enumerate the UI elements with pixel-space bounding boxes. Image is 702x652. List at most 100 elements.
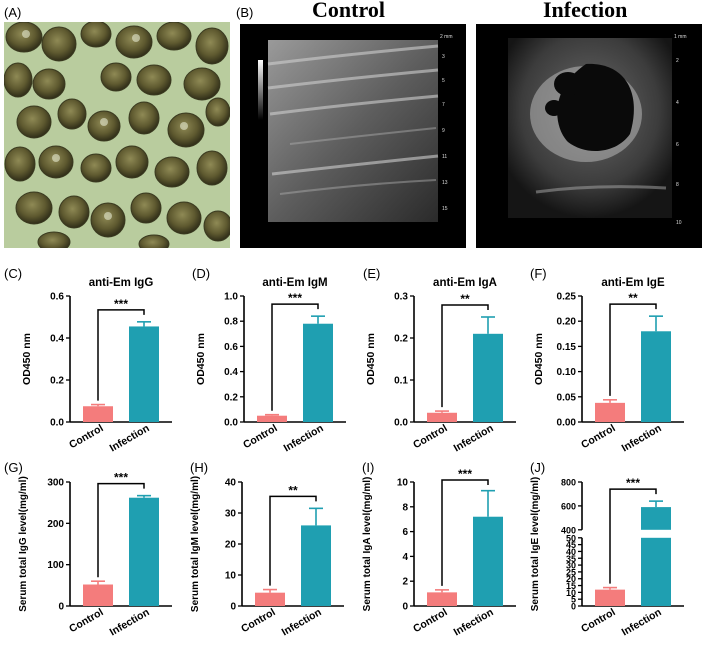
y-tick-label: 0.0 — [50, 418, 64, 429]
significance-stars: *** — [114, 471, 128, 485]
panel-label-g: (G) — [4, 460, 23, 475]
y-tick-label: 40 — [225, 478, 237, 489]
significance-bracket — [441, 479, 489, 586]
chart-serum-iga: Serum total IgA level(mg/ml) 0 2 4 6 8 10 Contr… — [358, 467, 534, 652]
microscopy-image — [4, 22, 230, 248]
y-axis-label: Serum total IgA level(mg/ml) — [362, 477, 373, 612]
y-tick-label: 400 — [561, 525, 576, 535]
control-depth-tick: 7 — [442, 102, 445, 108]
bar-control — [257, 415, 287, 422]
panel-label-h: (H) — [190, 460, 209, 475]
y-tick-label: 20 — [225, 540, 237, 551]
y-tick-label: 0.20 — [557, 317, 577, 328]
panel-label-a: (A) — [4, 5, 22, 20]
y-tick-label: 0.3 — [394, 292, 408, 303]
y-axis-label: OD450 nm — [533, 333, 545, 385]
y-tick-label: 0.2 — [224, 392, 238, 403]
y-axis-label: Serum total IgE level(mg/ml) — [530, 477, 541, 611]
y-tick-label: 10 — [566, 588, 576, 598]
category-label: Control — [411, 422, 449, 451]
bar-infection — [473, 333, 503, 422]
category-label: Control — [579, 422, 617, 451]
bar-infection — [129, 497, 159, 606]
significance-bracket — [441, 304, 489, 408]
y-tick-label: 0.8 — [224, 317, 238, 328]
significance-stars: *** — [458, 467, 472, 481]
y-tick-label: 0.10 — [557, 367, 577, 378]
y-tick-label: 1.0 — [224, 292, 238, 303]
bar-control — [427, 412, 457, 422]
chart-anti-em-ige: anti-Em IgE OD450 nm 0.00 0.05 0.10 0.15 0.20 0… — [526, 272, 702, 463]
y-tick-label: 0.6 — [224, 342, 238, 353]
panel-label-c: (C) — [4, 266, 23, 281]
category-label: Infection — [108, 422, 152, 454]
y-axis-label: Serum total IgG level(mg/ml) — [18, 476, 29, 612]
category-label: Infection — [280, 606, 324, 638]
ultrasound-infection-title: Infection — [543, 0, 628, 22]
y-tick-label: 30 — [225, 509, 237, 520]
y-axis-label: OD450 nm — [365, 333, 377, 385]
y-tick-label: 0.15 — [557, 342, 577, 353]
y-tick-label: 2 — [402, 577, 408, 588]
y-tick-label: 300 — [47, 478, 64, 489]
y-tick-label: 0.2 — [394, 334, 408, 345]
control-depth-tick: 11 — [442, 154, 447, 160]
panel-label-j: (J) — [530, 460, 546, 475]
category-label: Control — [579, 606, 617, 635]
y-tick-label: 40 — [566, 547, 576, 557]
y-tick-label: 0.0 — [394, 418, 408, 429]
chart-anti-em-iga: anti-Em IgA OD450 nm 0.0 0.1 0.2 0.3 Control In… — [358, 272, 534, 463]
category-label: Infection — [282, 422, 326, 454]
bar-infection — [473, 516, 503, 606]
infection-depth-tick: 4 — [676, 100, 679, 106]
category-label: Control — [67, 422, 105, 451]
bar-control — [595, 402, 625, 422]
ultrasound-infection-image: 1 mm 2 4 6 8 10 — [476, 24, 702, 248]
y-tick-label: 4 — [402, 552, 408, 563]
chart-serum-igg: Serum total IgG level(mg/ml) 0 100 200 300 Co… — [14, 470, 190, 652]
control-depth-label: 2 mm — [440, 34, 453, 40]
significance-stars: *** — [626, 476, 640, 490]
panel-label-i: (I) — [362, 460, 375, 475]
ultrasound-control-title: Control — [312, 0, 385, 22]
y-tick-label: 0.00 — [557, 418, 577, 429]
bar-infection — [641, 331, 671, 422]
chart-title: anti-Em IgM — [262, 277, 327, 289]
chart-anti-em-igm: anti-Em IgM OD450 nm 0.0 0.2 0.4 0.6 0.8 1.0 Con… — [188, 272, 364, 463]
protoscolex-illustration — [4, 22, 230, 248]
y-tick-label: 200 — [47, 519, 64, 530]
y-tick-label: 0.0 — [224, 418, 238, 429]
significance-bracket — [97, 482, 145, 578]
infection-depth-tick: 6 — [676, 142, 679, 148]
y-tick-label: 8 — [402, 502, 408, 513]
bar-infection-lower — [641, 537, 671, 606]
panel-label-f: (F) — [530, 266, 547, 281]
control-depth-tick: 13 — [442, 180, 448, 186]
y-tick-label: 10 — [397, 478, 409, 489]
chart-serum-ige: Serum total IgE level(mg/ml) 0 5 10 15 20 25 30… — [526, 470, 702, 652]
infection-depth-tick: 10 — [676, 220, 682, 226]
y-tick-label: 0.25 — [557, 292, 577, 303]
significance-stars: *** — [114, 297, 128, 311]
panel-label-b: (B) — [236, 5, 254, 20]
y-tick-label: 45 — [566, 540, 576, 550]
control-depth-tick: 5 — [442, 78, 445, 84]
y-tick-label: 10 — [225, 571, 237, 582]
chart-title: anti-Em IgG — [89, 277, 154, 289]
significance-stars: *** — [288, 291, 302, 305]
category-label: Infection — [620, 606, 664, 638]
significance-bracket — [269, 495, 317, 586]
significance-stars: ** — [288, 483, 298, 497]
y-tick-label: 100 — [47, 560, 64, 571]
y-tick-label: 30 — [566, 561, 576, 571]
bar-infection-upper — [641, 507, 671, 530]
significance-stars: ** — [460, 292, 470, 306]
y-axis-label: OD450 nm — [21, 333, 33, 385]
category-label: Infection — [620, 422, 664, 454]
significance-bracket — [609, 303, 657, 396]
control-depth-tick: 3 — [442, 54, 445, 60]
y-tick-label: 50 — [566, 533, 576, 543]
y-tick-label: 35 — [566, 554, 576, 564]
bar-control — [83, 406, 113, 422]
control-depth-tick: 15 — [442, 206, 448, 212]
